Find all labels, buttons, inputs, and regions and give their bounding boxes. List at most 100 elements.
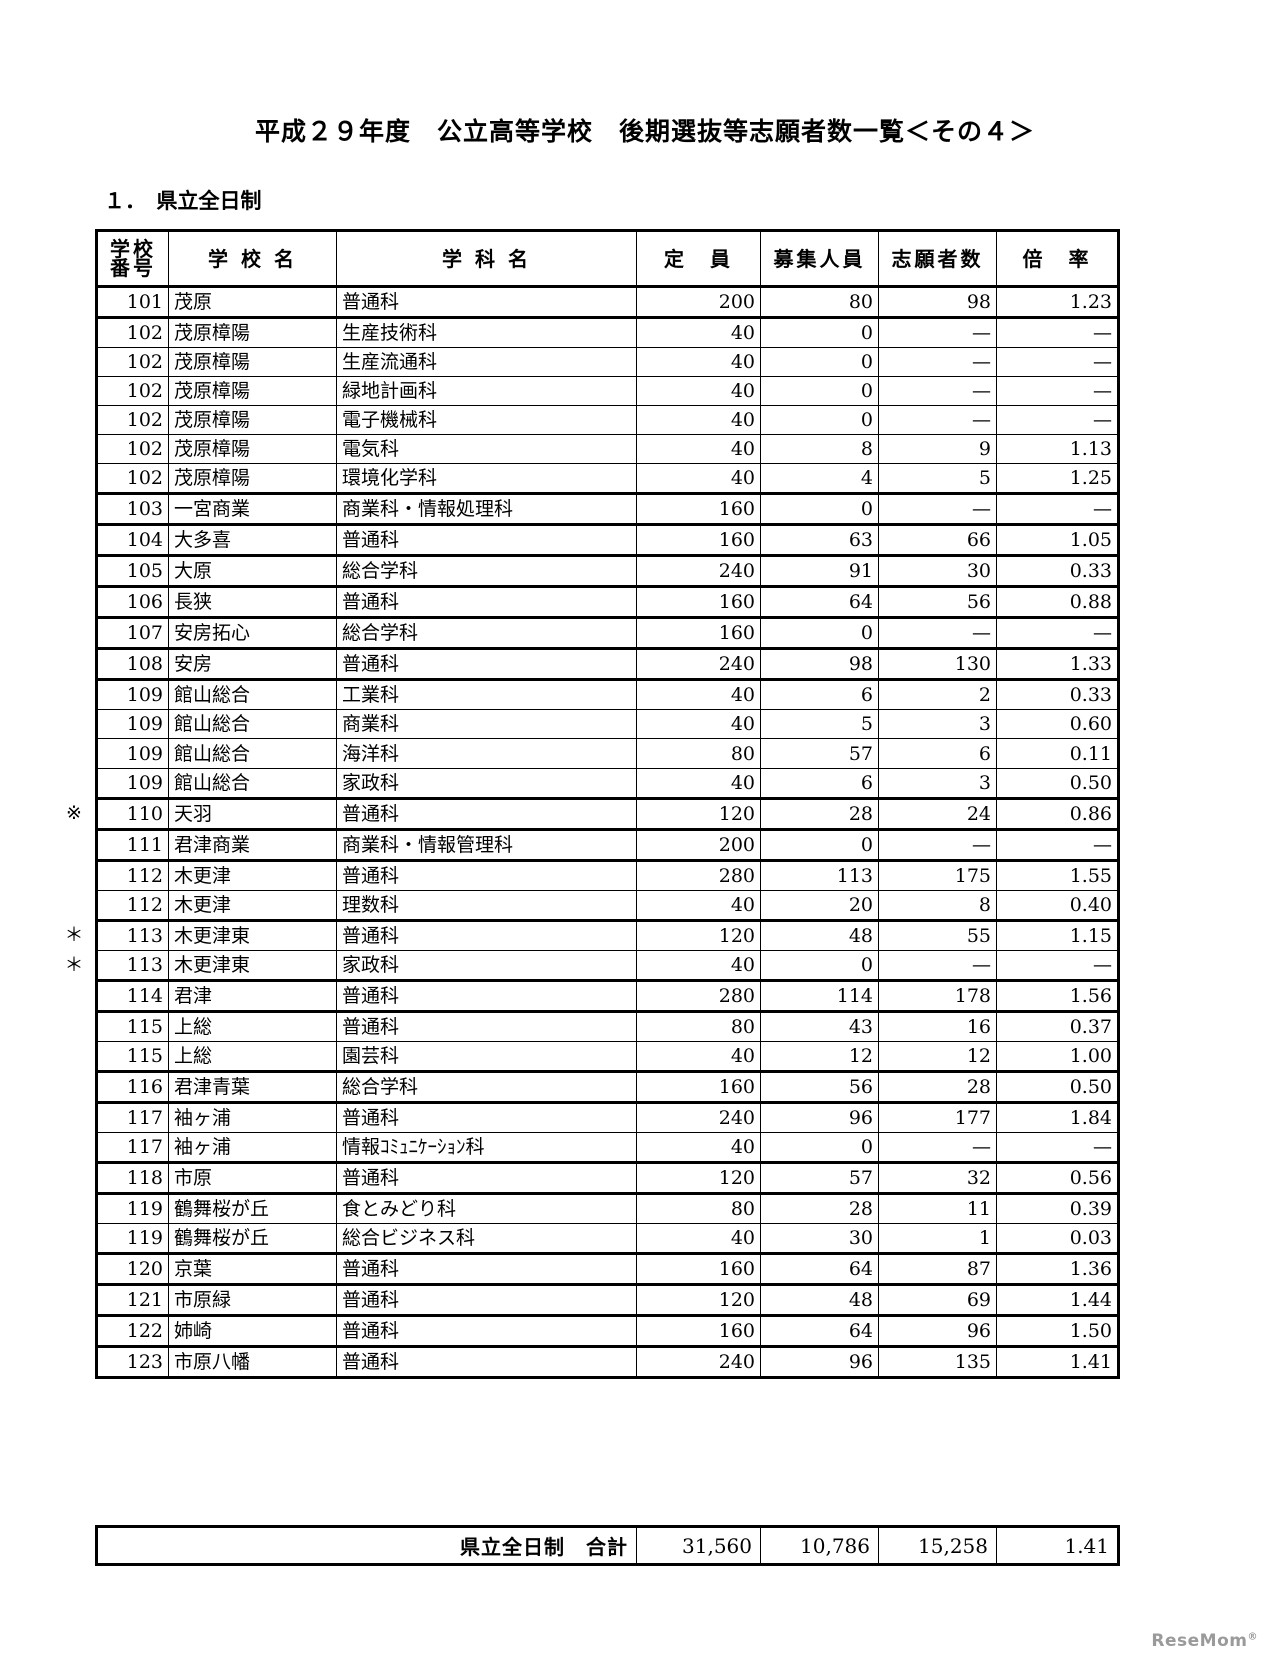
row-rate: —: [996, 1131, 1119, 1163]
row-capacity: 40: [636, 1040, 761, 1072]
row-applicants: 69: [878, 1282, 997, 1316]
row-rate: 0.33: [996, 554, 1119, 588]
row-dept-name: 普通科: [336, 858, 637, 891]
row-school-no: 102: [96, 405, 169, 436]
row-applicants: 130: [878, 647, 997, 681]
row-dept-name: 普通科: [336, 1160, 637, 1194]
totals-row: 県立全日制 合計 31,560 10,786 15,258 1.41: [96, 1526, 1119, 1565]
row-school-name: 京葉: [168, 1251, 337, 1285]
row-school-name: 茂原樟陽: [168, 434, 337, 465]
table-body: 101 茂原 普通科 200 80 98 1.23 102 茂原樟陽 生産技術科 40 0— —102 茂…: [96, 285, 1119, 1378]
section-heading: １． 県立全日制: [104, 189, 262, 213]
row-dept-name: 総合学科: [336, 1069, 637, 1103]
row-rate: 1.13: [996, 434, 1119, 465]
row-capacity: 40: [636, 376, 761, 407]
row-recruit: 57: [760, 1160, 879, 1194]
table-row: 102 茂原樟陽 緑地計画科 40 0— —: [96, 376, 1119, 407]
row-recruit: 114: [760, 978, 879, 1012]
row-dept-name: 商業科: [336, 709, 637, 740]
watermark-trademark: ®: [1247, 1631, 1258, 1643]
row-school-name: 鶴舞桜が丘: [168, 1191, 337, 1224]
table-row: 113 木更津東 家政科 40 0— —: [96, 949, 1119, 981]
row-dept-name: 家政科: [336, 949, 637, 981]
row-rate: 1.15: [996, 918, 1119, 951]
table-row: 123 市原八幡 普通科 240 96 135 1.41: [96, 1344, 1119, 1378]
row-school-no: 112: [96, 889, 169, 921]
column-header-school-no: 学校 番号: [96, 230, 169, 288]
school-no-line1: 学校: [110, 236, 156, 261]
row-marker-column: ※ ＊ ＊: [57, 229, 91, 1379]
row-recruit: 91: [760, 554, 879, 588]
column-header-capacity: 定 員: [636, 230, 761, 288]
row-capacity: 40: [636, 1131, 761, 1163]
row-rate: 1.50: [996, 1313, 1119, 1347]
applicants-table: 学校 番号 学 校 名 学 科 名 定 員 募集人員 志願者数 倍 率 101 茂…: [95, 229, 1120, 1379]
row-recruit: 30: [760, 1222, 879, 1254]
row-rate: 1.41: [996, 1344, 1119, 1378]
row-school-no: 120: [96, 1251, 169, 1285]
row-capacity: 80: [636, 1191, 761, 1224]
row-recruit: 0: [760, 616, 879, 650]
row-recruit: 6: [760, 767, 879, 799]
row-school-name: 茂原樟陽: [168, 463, 337, 495]
row-rate: —: [996, 827, 1119, 861]
table-row: 119 鶴舞桜が丘 食とみどり科 80 28 11 0.39: [96, 1191, 1119, 1224]
table-row: 102 茂原樟陽 生産技術科 40 0— —: [96, 316, 1119, 348]
row-recruit: 96: [760, 1100, 879, 1133]
row-applicants: 177: [878, 1100, 997, 1133]
row-applicants: 24: [878, 796, 997, 830]
table-row: 117 袖ヶ浦 情報ｺﾐｭﾆｹｰｼｮﾝ科 40 0— —: [96, 1131, 1119, 1163]
row-capacity: 40: [636, 434, 761, 465]
row-school-no: 117: [96, 1131, 169, 1163]
row-school-no: 115: [96, 1009, 169, 1042]
row-dept-name: 普通科: [336, 1344, 637, 1378]
table-row: 102 茂原樟陽 電気科 40 8 9 1.13: [96, 434, 1119, 465]
row-school-no: 102: [96, 376, 169, 407]
row-school-name: 袖ヶ浦: [168, 1131, 337, 1163]
row-recruit: 56: [760, 1069, 879, 1103]
row-applicants: 1: [878, 1222, 997, 1254]
row-dept-name: 環境化学科: [336, 463, 637, 495]
row-rate: —: [996, 949, 1119, 981]
row-school-no: 103: [96, 492, 169, 526]
row-school-no: 106: [96, 585, 169, 619]
row-capacity: 40: [636, 949, 761, 981]
totals-applicants: 15,258: [878, 1526, 997, 1565]
row-recruit: 113: [760, 858, 879, 891]
row-capacity: 160: [636, 616, 761, 650]
row-recruit: 96: [760, 1344, 879, 1378]
table-row: 109 館山総合 家政科 40 6 3 0.50: [96, 767, 1119, 799]
row-applicants: 98: [878, 285, 997, 318]
row-applicants: 28: [878, 1069, 997, 1103]
row-recruit: 12: [760, 1040, 879, 1072]
row-recruit: 0: [760, 346, 879, 378]
row-applicants: —: [878, 492, 997, 526]
row-dept-name: 緑地計画科: [336, 376, 637, 407]
table-row: 102 茂原樟陽 電子機械科 40 0— —: [96, 405, 1119, 436]
row-school-name: 一宮商業: [168, 492, 337, 526]
row-school-name: 上総: [168, 1009, 337, 1042]
row-recruit: 28: [760, 796, 879, 830]
row-capacity: 240: [636, 1344, 761, 1378]
row-dept-name: 商業科・情報管理科: [336, 827, 637, 861]
row-capacity: 40: [636, 767, 761, 799]
row-rate: 0.37: [996, 1009, 1119, 1042]
table-row: 112 木更津 普通科 280 113 175 1.55: [96, 858, 1119, 891]
row-recruit: 4: [760, 463, 879, 495]
row-applicants: 3: [878, 767, 997, 799]
row-applicants: —: [878, 346, 997, 378]
row-capacity: 40: [636, 405, 761, 436]
row-dept-name: 電子機械科: [336, 405, 637, 436]
row-recruit: 0: [760, 316, 879, 348]
row-dept-name: 普通科: [336, 585, 637, 619]
row-school-name: 木更津東: [168, 949, 337, 981]
row-dept-name: 生産技術科: [336, 316, 637, 348]
table-row: 101 茂原 普通科 200 80 98 1.23: [96, 285, 1119, 318]
row-dept-name: 普通科: [336, 1009, 637, 1042]
column-header-applicants: 志願者数: [878, 230, 997, 288]
row-recruit: 0: [760, 492, 879, 526]
row-applicants: 8: [878, 889, 997, 921]
row-capacity: 40: [636, 678, 761, 711]
row-school-name: 鶴舞桜が丘: [168, 1222, 337, 1254]
row-recruit: 5: [760, 709, 879, 740]
